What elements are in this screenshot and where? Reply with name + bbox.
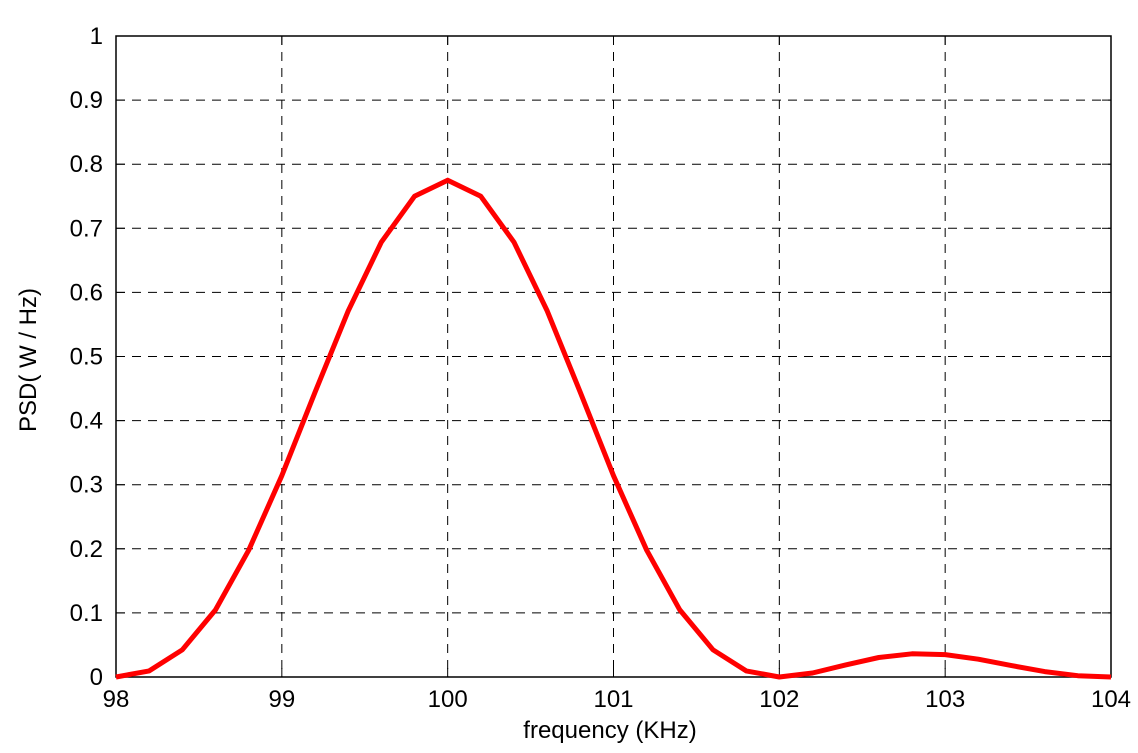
x-tick-label: 103 — [925, 686, 965, 713]
psd-curve — [115, 177, 1112, 680]
y-tick-label: 0.1 — [70, 600, 103, 627]
grid-lines — [116, 36, 1111, 677]
x-tick-label: 101 — [593, 686, 633, 713]
x-tick-label: 99 — [268, 686, 295, 713]
y-axis-title: PSD( W / Hz) — [15, 288, 42, 432]
y-tick-label: 0.4 — [70, 408, 103, 435]
y-tick-labels: 0 0.1 0.2 0.3 0.4 0.5 0.6 0.7 0.8 0.9 1 — [70, 23, 103, 691]
y-tick-label: 1 — [90, 23, 103, 50]
x-tick-label: 102 — [759, 686, 799, 713]
y-tick-label: 0.9 — [70, 87, 103, 114]
y-tick-label: 0.2 — [70, 536, 103, 563]
x-tick-label: 98 — [103, 686, 130, 713]
plot-area-frame — [115, 35, 1112, 678]
y-tick-label: 0.7 — [70, 215, 103, 242]
x-tick-labels: 98 99 100 101 102 103 104 — [103, 686, 1131, 713]
y-tick-label: 0 — [90, 664, 103, 691]
y-tick-label: 0.8 — [70, 151, 103, 178]
y-tick-label: 0.3 — [70, 472, 103, 499]
x-tick-label: 104 — [1091, 686, 1131, 713]
x-tick-label: 100 — [428, 686, 468, 713]
y-tick-label: 0.5 — [70, 344, 103, 371]
y-tick-label: 0.6 — [70, 279, 103, 306]
x-axis-title: frequency (KHz) — [523, 717, 696, 744]
